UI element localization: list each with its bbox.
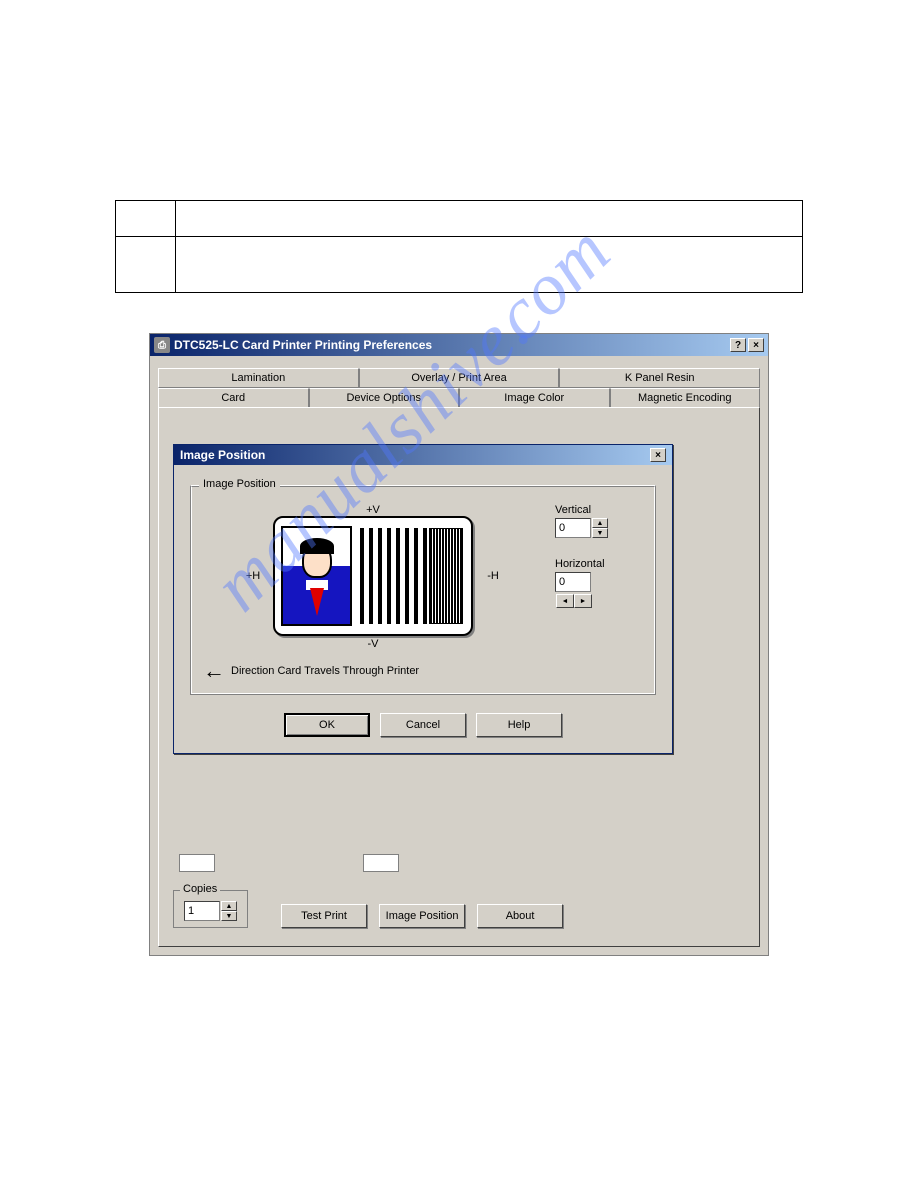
- image-position-group: Image Position +V +H: [190, 485, 656, 695]
- plus-h-label: +H: [241, 570, 265, 582]
- about-button[interactable]: About: [477, 904, 563, 928]
- copies-down-button[interactable]: ▼: [221, 911, 237, 921]
- copies-label: Copies: [180, 883, 220, 895]
- help-button[interactable]: Help: [476, 713, 562, 737]
- test-print-button[interactable]: Test Print: [281, 904, 367, 928]
- barcode-icon: [429, 528, 463, 624]
- plus-v-label: +V: [203, 504, 543, 516]
- table-cell: [116, 237, 176, 293]
- ok-button[interactable]: OK: [284, 713, 370, 737]
- image-position-button[interactable]: Image Position: [379, 904, 465, 928]
- ghost-element: [363, 854, 399, 872]
- tab-magnetic-encoding[interactable]: Magnetic Encoding: [610, 388, 761, 407]
- ghost-element: [179, 854, 215, 872]
- card-bars: [360, 528, 463, 624]
- instruction-table: [115, 200, 803, 293]
- vertical-input[interactable]: [555, 518, 591, 538]
- horizontal-left-button[interactable]: ◄: [556, 594, 574, 608]
- vertical-label: Vertical: [555, 504, 608, 516]
- arrow-left-icon: ←: [203, 660, 225, 682]
- table-cell: [116, 201, 176, 237]
- vertical-up-button[interactable]: ▲: [592, 518, 608, 528]
- copies-group: Copies ▲ ▼: [173, 890, 248, 928]
- printer-icon: ⎙: [154, 337, 170, 353]
- horizontal-input[interactable]: [555, 572, 591, 592]
- dialog-titlebar: Image Position ×: [174, 445, 672, 465]
- vertical-down-button[interactable]: ▼: [592, 528, 608, 538]
- tab-card[interactable]: Card: [158, 388, 309, 407]
- horizontal-label: Horizontal: [555, 558, 608, 570]
- table-cell: [176, 237, 803, 293]
- close-button[interactable]: ×: [748, 338, 764, 352]
- dialog-close-button[interactable]: ×: [650, 448, 666, 462]
- screenshot-container: ⎙ DTC525-LC Card Printer Printing Prefer…: [149, 333, 769, 956]
- main-window: ⎙ DTC525-LC Card Printer Printing Prefer…: [149, 333, 769, 956]
- group-label: Image Position: [199, 478, 280, 490]
- minus-h-label: -H: [481, 570, 505, 582]
- direction-row: ← Direction Card Travels Through Printer: [203, 660, 543, 682]
- main-titlebar: ⎙ DTC525-LC Card Printer Printing Prefer…: [150, 334, 768, 356]
- card-photo: [281, 526, 352, 626]
- horizontal-right-button[interactable]: ►: [574, 594, 592, 608]
- tab-device-options[interactable]: Device Options: [309, 388, 460, 407]
- main-window-title: DTC525-LC Card Printer Printing Preferen…: [174, 338, 432, 352]
- dialog-title: Image Position: [180, 448, 265, 462]
- help-button[interactable]: ?: [730, 338, 746, 352]
- table-cell: [176, 201, 803, 237]
- image-position-dialog: Image Position × Image Position +V: [173, 444, 673, 754]
- copies-up-button[interactable]: ▲: [221, 901, 237, 911]
- card-tab-panel: Image Position × Image Position +V: [158, 407, 760, 947]
- direction-text: Direction Card Travels Through Printer: [231, 665, 419, 677]
- tab-lamination[interactable]: Lamination: [158, 368, 359, 388]
- minus-v-label: -V: [203, 638, 543, 650]
- tab-overlay-print-area[interactable]: Overlay / Print Area: [359, 368, 560, 388]
- tab-k-panel-resin[interactable]: K Panel Resin: [559, 368, 760, 388]
- card-preview: [273, 516, 473, 636]
- cancel-button[interactable]: Cancel: [380, 713, 466, 737]
- copies-input[interactable]: [184, 901, 220, 921]
- tab-image-color[interactable]: Image Color: [459, 388, 610, 407]
